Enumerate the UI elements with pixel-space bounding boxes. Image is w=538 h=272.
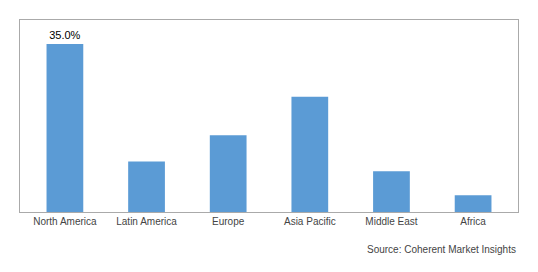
svg-text:Middle East: Middle East bbox=[365, 216, 417, 227]
svg-text:North America: North America bbox=[33, 216, 97, 227]
svg-text:Asia Pacific: Asia Pacific bbox=[284, 216, 336, 227]
svg-text:35.0%: 35.0% bbox=[49, 29, 80, 41]
svg-text:Source: Coherent Market Insigh: Source: Coherent Market Insights bbox=[367, 244, 516, 255]
svg-text:Latin America: Latin America bbox=[116, 216, 177, 227]
svg-text:Africa: Africa bbox=[460, 216, 486, 227]
svg-text:Europe: Europe bbox=[212, 216, 245, 227]
